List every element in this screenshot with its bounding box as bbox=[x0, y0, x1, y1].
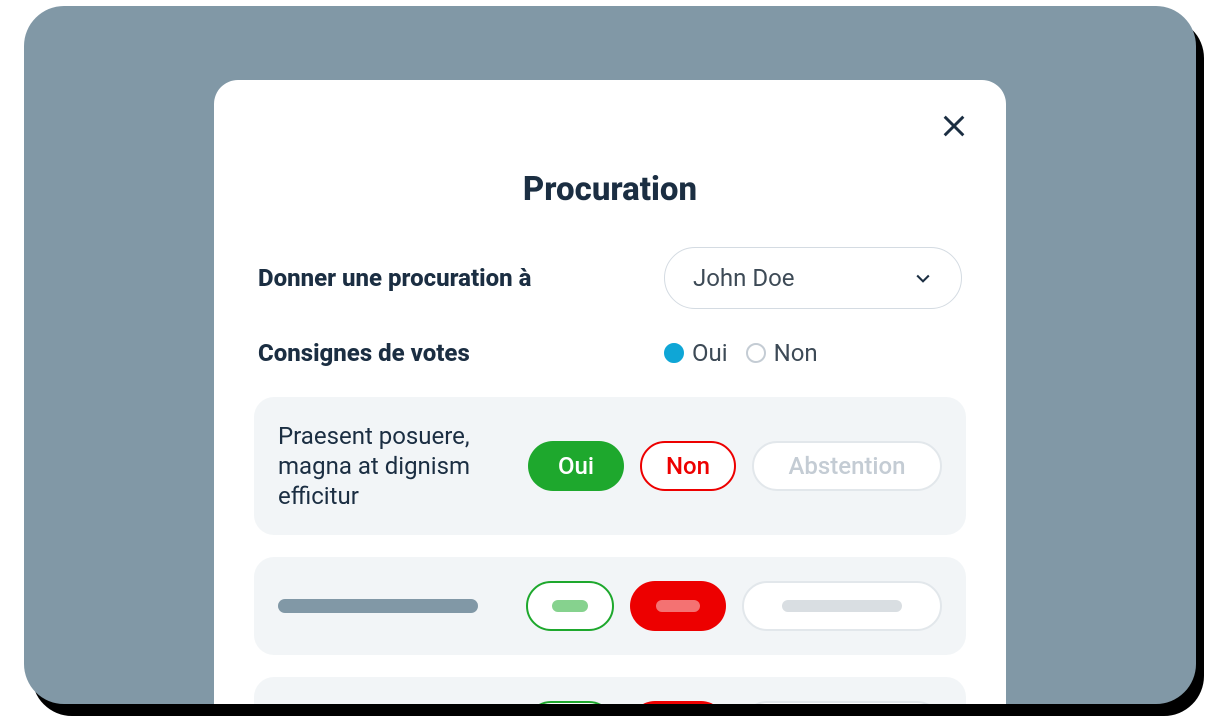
delegate-label: Donner une procuration à bbox=[258, 264, 531, 292]
vote-non-button[interactable] bbox=[630, 701, 726, 704]
instructions-radio-yes[interactable]: Oui bbox=[664, 339, 728, 367]
radio-dot-selected-icon bbox=[664, 343, 684, 363]
vote-oui-button[interactable] bbox=[526, 701, 614, 704]
vote-abstention-button[interactable] bbox=[742, 701, 942, 704]
device-frame: Procuration Donner une procuration à Joh… bbox=[24, 6, 1196, 704]
vote-item-skeleton bbox=[254, 557, 966, 655]
modal-title: Procuration bbox=[254, 170, 966, 209]
vote-oui-button[interactable] bbox=[526, 581, 614, 631]
skeleton-bar bbox=[656, 600, 700, 612]
delegate-selected-value: John Doe bbox=[693, 264, 795, 292]
radio-no-label: Non bbox=[774, 339, 818, 367]
skeleton-bar bbox=[552, 600, 588, 612]
chevron-down-icon bbox=[913, 268, 933, 288]
vote-oui-button[interactable]: Oui bbox=[528, 441, 624, 491]
instructions-radio-no[interactable]: Non bbox=[746, 339, 818, 367]
procuration-modal: Procuration Donner une procuration à Joh… bbox=[214, 80, 1006, 704]
delegate-row: Donner une procuration à John Doe bbox=[254, 247, 966, 309]
instructions-radio-group: Oui Non bbox=[664, 339, 962, 367]
close-icon bbox=[940, 112, 968, 140]
vote-item-text: Praesent posuere, magna at dignism effic… bbox=[278, 421, 512, 511]
vote-non-button[interactable] bbox=[630, 581, 726, 631]
skeleton-text bbox=[278, 599, 510, 613]
radio-yes-label: Oui bbox=[692, 339, 728, 367]
vote-abstention-button[interactable]: Abstention bbox=[752, 441, 942, 491]
instructions-label: Consignes de votes bbox=[258, 339, 470, 367]
vote-non-button[interactable]: Non bbox=[640, 441, 736, 491]
skeleton-line bbox=[278, 599, 478, 613]
vote-item-skeleton bbox=[254, 677, 966, 704]
delegate-select[interactable]: John Doe bbox=[664, 247, 962, 309]
skeleton-bar bbox=[782, 600, 902, 612]
radio-dot-icon bbox=[746, 343, 766, 363]
close-button[interactable] bbox=[936, 108, 972, 144]
vote-abstention-button[interactable] bbox=[742, 581, 942, 631]
vote-item: Praesent posuere, magna at dignism effic… bbox=[254, 397, 966, 535]
instructions-row: Consignes de votes Oui Non bbox=[254, 339, 966, 367]
